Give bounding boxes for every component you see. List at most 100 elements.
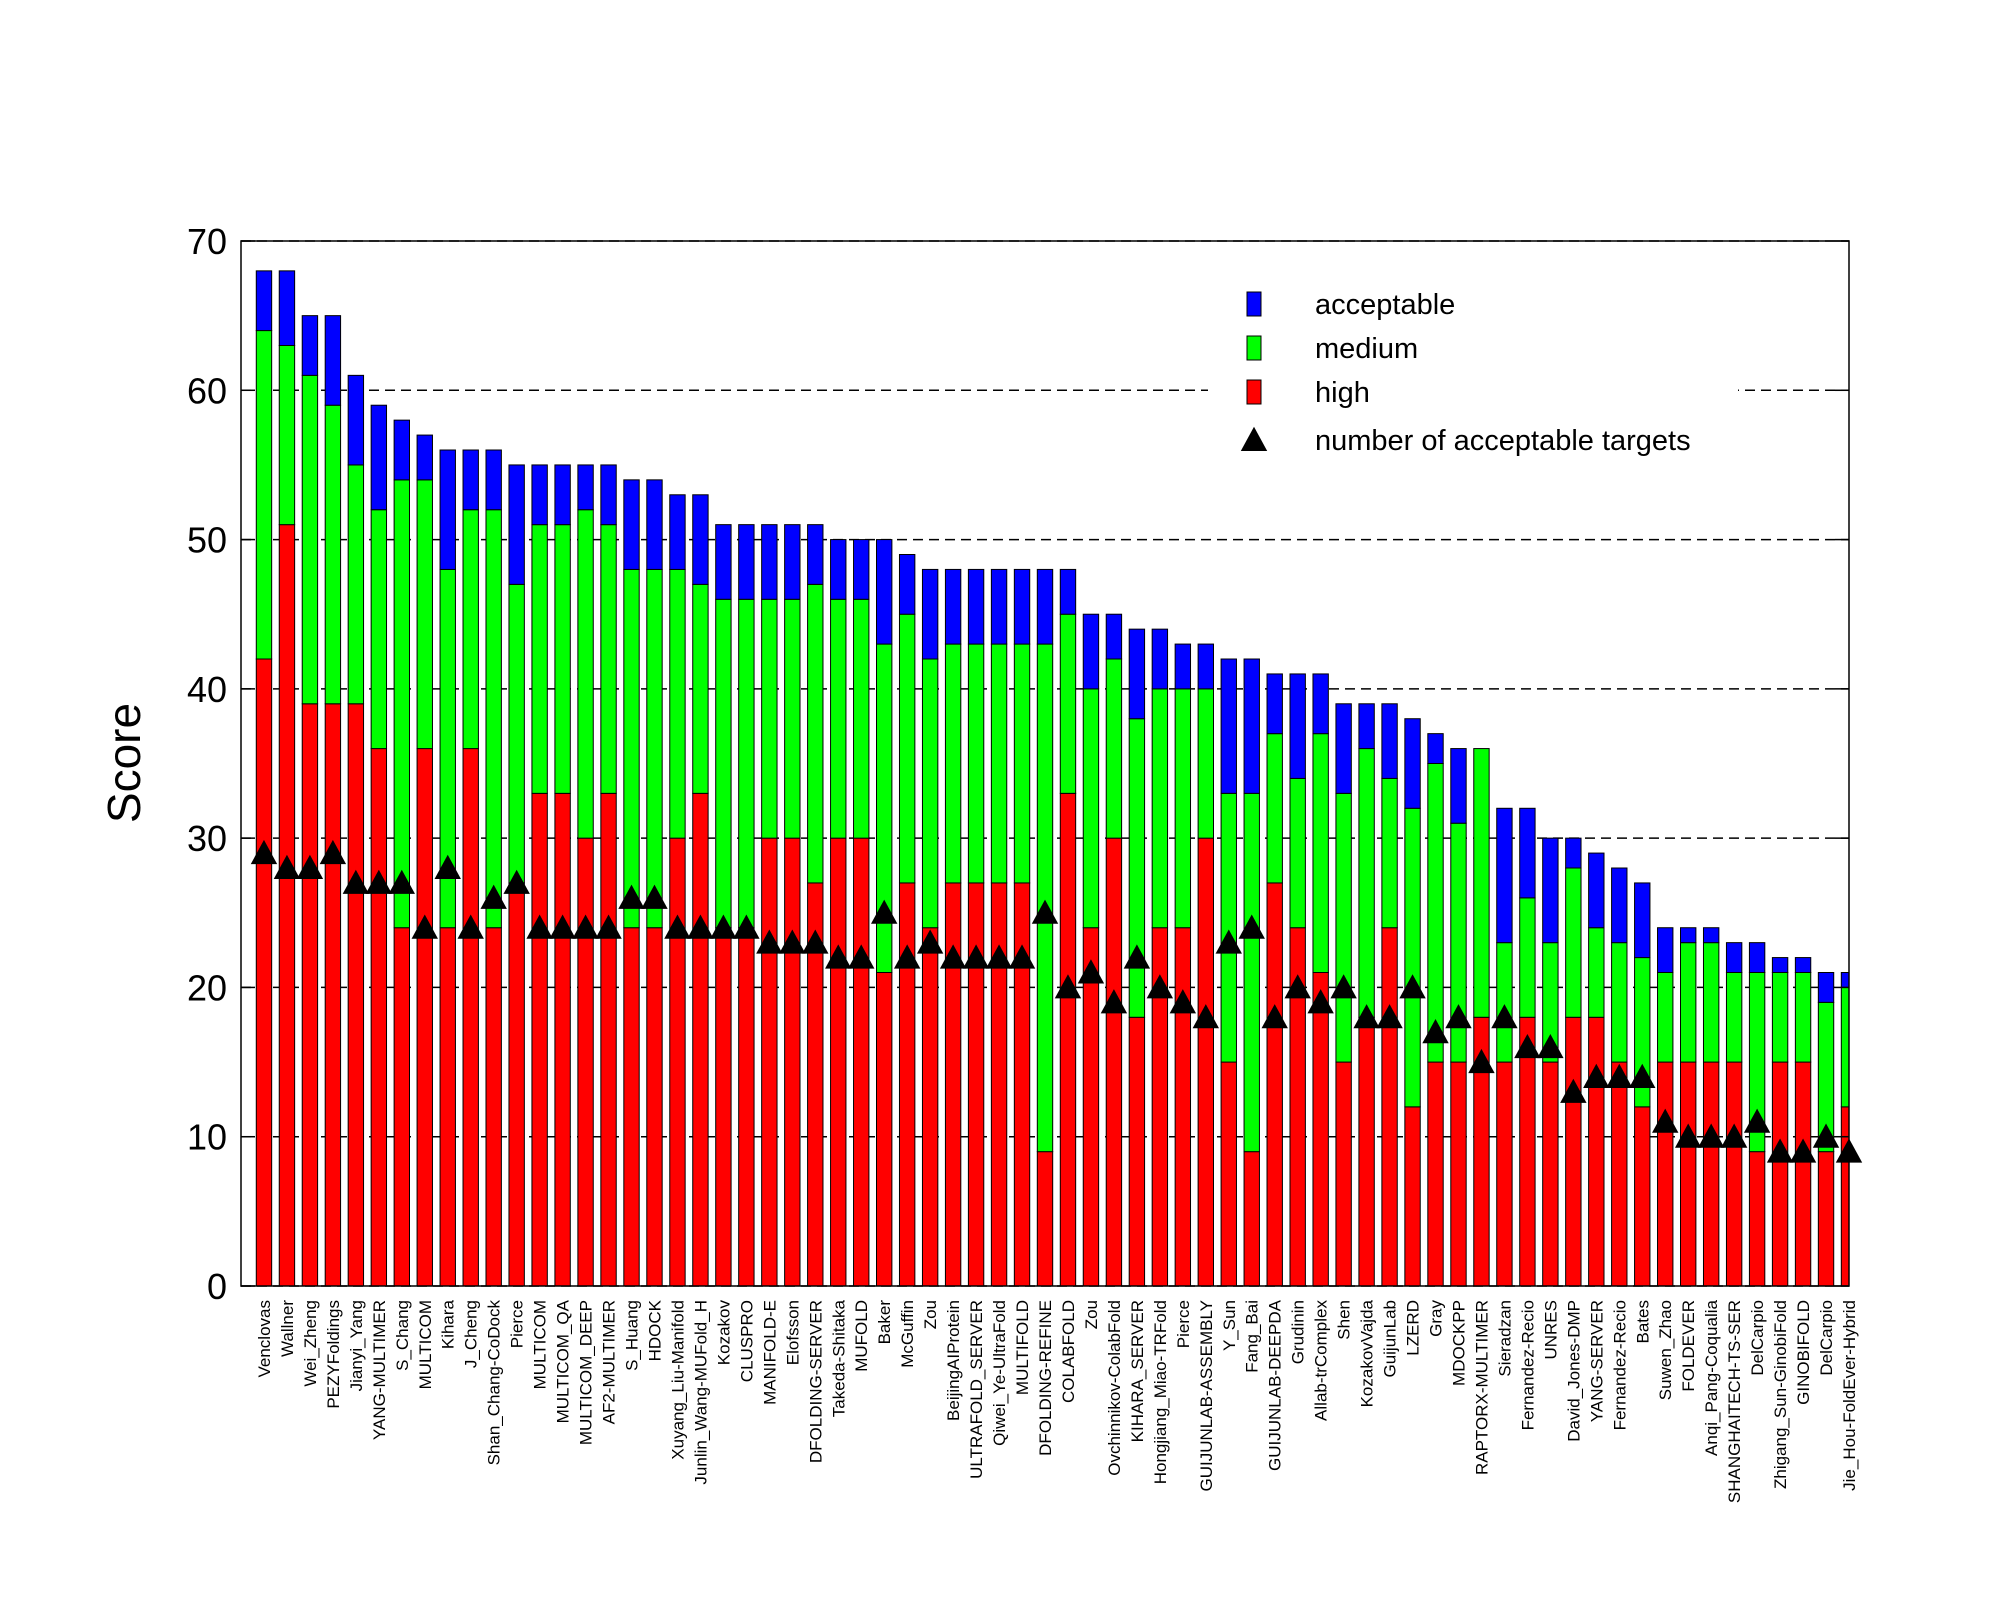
bar-segment bbox=[1542, 1061, 1559, 1286]
x-tick-label: DelCarpio bbox=[1817, 1300, 1836, 1376]
bar-segment bbox=[577, 509, 594, 839]
bar-segment bbox=[1059, 613, 1077, 794]
marker bbox=[733, 914, 760, 939]
bar-segment bbox=[1473, 748, 1490, 1018]
marker bbox=[1399, 974, 1426, 999]
bar-segment bbox=[1657, 972, 1674, 1063]
bar-segment bbox=[830, 837, 847, 1286]
marker bbox=[549, 914, 576, 939]
x-tick-label: Anqi_Pang-Coqualia bbox=[1702, 1299, 1721, 1455]
legend-label: medium bbox=[1315, 333, 1418, 365]
marker bbox=[779, 929, 806, 954]
marker bbox=[1583, 1063, 1610, 1088]
legend-box bbox=[1208, 276, 1738, 462]
marker bbox=[1766, 1138, 1794, 1163]
marker bbox=[756, 929, 783, 954]
bar-segment bbox=[347, 374, 365, 466]
bar-segment bbox=[1496, 1061, 1513, 1286]
marker bbox=[572, 914, 599, 939]
marker bbox=[1238, 914, 1265, 939]
bar-segment bbox=[1496, 807, 1513, 944]
x-tick-label: Pierce bbox=[508, 1300, 527, 1348]
bar-segment bbox=[1404, 1106, 1421, 1286]
bar-segment bbox=[921, 927, 939, 1286]
x-tick-label: KozakovVajda bbox=[1358, 1299, 1377, 1407]
bar-segment bbox=[692, 494, 709, 585]
x-tick-label: YANG-SERVER bbox=[1587, 1300, 1606, 1422]
bar-segment bbox=[1197, 643, 1214, 690]
marker bbox=[1169, 989, 1197, 1014]
y-tick-label: 70 bbox=[187, 221, 227, 262]
bar-segment bbox=[921, 568, 939, 660]
bar-segment bbox=[761, 598, 778, 839]
bar-segment bbox=[1748, 1151, 1766, 1286]
x-tick-label: Jianyi_Yang bbox=[347, 1300, 366, 1391]
x-tick-label: Junlin_Wang-MUFold_H bbox=[691, 1300, 710, 1485]
bar-segment bbox=[508, 882, 525, 1286]
bar-segment bbox=[876, 539, 893, 645]
bar-segment bbox=[1013, 568, 1031, 645]
bar-segment bbox=[830, 539, 847, 600]
bar-segment bbox=[439, 449, 456, 570]
bar-segment bbox=[1450, 1061, 1467, 1286]
bar-segment bbox=[669, 494, 686, 570]
marker bbox=[1261, 1004, 1288, 1029]
bar-segment bbox=[1266, 733, 1283, 884]
x-tick-label: Venclovas bbox=[255, 1300, 274, 1378]
x-tick-label: Zou bbox=[921, 1300, 940, 1329]
bar-segment bbox=[898, 613, 916, 884]
y-tick-label: 60 bbox=[187, 370, 227, 411]
bar-segment bbox=[1725, 1061, 1743, 1286]
x-tick-label: MULTIFOLD bbox=[1013, 1300, 1032, 1395]
bar-segment bbox=[738, 598, 755, 929]
marker bbox=[916, 929, 944, 954]
bar-segment bbox=[301, 374, 319, 705]
bar-segment bbox=[853, 539, 870, 600]
bar-segment bbox=[1702, 1061, 1720, 1286]
bar-segment bbox=[1128, 628, 1146, 720]
bar-segment bbox=[1725, 942, 1743, 974]
x-tick-label: SHANGHAITECH-TS-SER bbox=[1725, 1300, 1744, 1503]
bar-segment bbox=[1748, 942, 1766, 974]
marker bbox=[939, 944, 967, 969]
bar-segment bbox=[1266, 673, 1283, 735]
x-tick-label: Xuyang_Liu-Manifold bbox=[668, 1300, 687, 1460]
bar-segment bbox=[1082, 613, 1100, 690]
marker bbox=[526, 914, 553, 939]
bar-segment bbox=[347, 703, 365, 1286]
bar-segment bbox=[554, 524, 571, 794]
x-tick-label: Bates bbox=[1633, 1300, 1652, 1343]
marker bbox=[457, 914, 484, 939]
bar-segment bbox=[944, 568, 962, 645]
bar-segment bbox=[646, 479, 663, 570]
bar-segment bbox=[784, 598, 801, 839]
x-tick-label: MUFOLD bbox=[852, 1300, 871, 1372]
marker bbox=[1697, 1123, 1725, 1148]
marker bbox=[1743, 1108, 1771, 1133]
x-tick-label: MULTICOM_QA bbox=[554, 1299, 573, 1423]
bar-segment bbox=[462, 509, 479, 750]
bar-segment bbox=[1634, 882, 1651, 959]
marker bbox=[1192, 1004, 1219, 1029]
x-tick-label: McGuffin bbox=[898, 1300, 917, 1368]
bar-segment bbox=[853, 837, 870, 1286]
bar-segment bbox=[1427, 733, 1444, 765]
bar-segment bbox=[1725, 972, 1743, 1063]
bar-segment bbox=[600, 524, 617, 794]
bar-segment bbox=[485, 449, 502, 511]
bar-segment bbox=[669, 837, 686, 1286]
x-tick-label: S_Chang bbox=[393, 1300, 412, 1371]
x-tick-label: Pierce bbox=[1174, 1300, 1193, 1348]
bar-segment bbox=[876, 972, 893, 1286]
x-tick-label: Takeda-Shitaka bbox=[829, 1299, 848, 1417]
bar-segment bbox=[715, 524, 732, 600]
marker bbox=[342, 869, 370, 894]
bar-segment bbox=[1059, 568, 1077, 615]
bar-segment bbox=[301, 703, 319, 1286]
marker bbox=[687, 914, 714, 939]
x-tick-label: Ovchinnikov-ColabFold bbox=[1105, 1300, 1124, 1476]
bar-segment bbox=[784, 837, 801, 1286]
bar-segment bbox=[1036, 643, 1054, 1153]
bar-segment bbox=[1059, 792, 1077, 1286]
